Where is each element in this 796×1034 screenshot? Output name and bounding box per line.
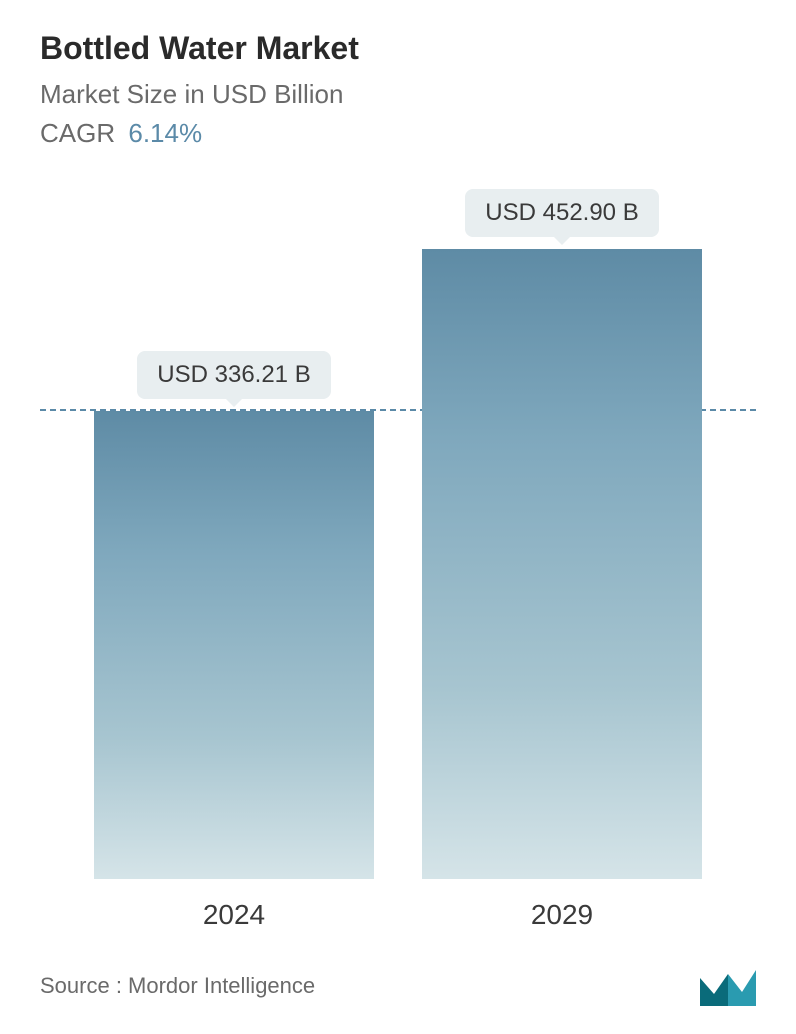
x-label-1: 2029: [422, 899, 702, 931]
bar-group-0: USD 336.21 B: [94, 351, 374, 879]
value-label-1: USD 452.90 B: [465, 189, 658, 237]
cagr-label: CAGR: [40, 118, 115, 148]
chart-container: Bottled Water Market Market Size in USD …: [0, 0, 796, 1034]
chart-title: Bottled Water Market: [40, 30, 756, 67]
bar-group-1: USD 452.90 B: [422, 189, 702, 879]
source-text: Source : Mordor Intelligence: [40, 973, 315, 999]
chart-subtitle: Market Size in USD Billion: [40, 79, 756, 110]
value-label-0: USD 336.21 B: [137, 351, 330, 399]
footer: Source : Mordor Intelligence: [40, 966, 756, 1006]
logo-icon: [700, 966, 756, 1006]
cagr-line: CAGR 6.14%: [40, 118, 756, 149]
cagr-value: 6.14%: [128, 118, 202, 148]
bars-wrapper: USD 336.21 B USD 452.90 B: [40, 189, 756, 879]
x-label-0: 2024: [94, 899, 374, 931]
x-axis-labels: 2024 2029: [40, 879, 756, 931]
bar-1: [422, 249, 702, 879]
bar-0: [94, 411, 374, 879]
chart-area: USD 336.21 B USD 452.90 B: [40, 189, 756, 879]
